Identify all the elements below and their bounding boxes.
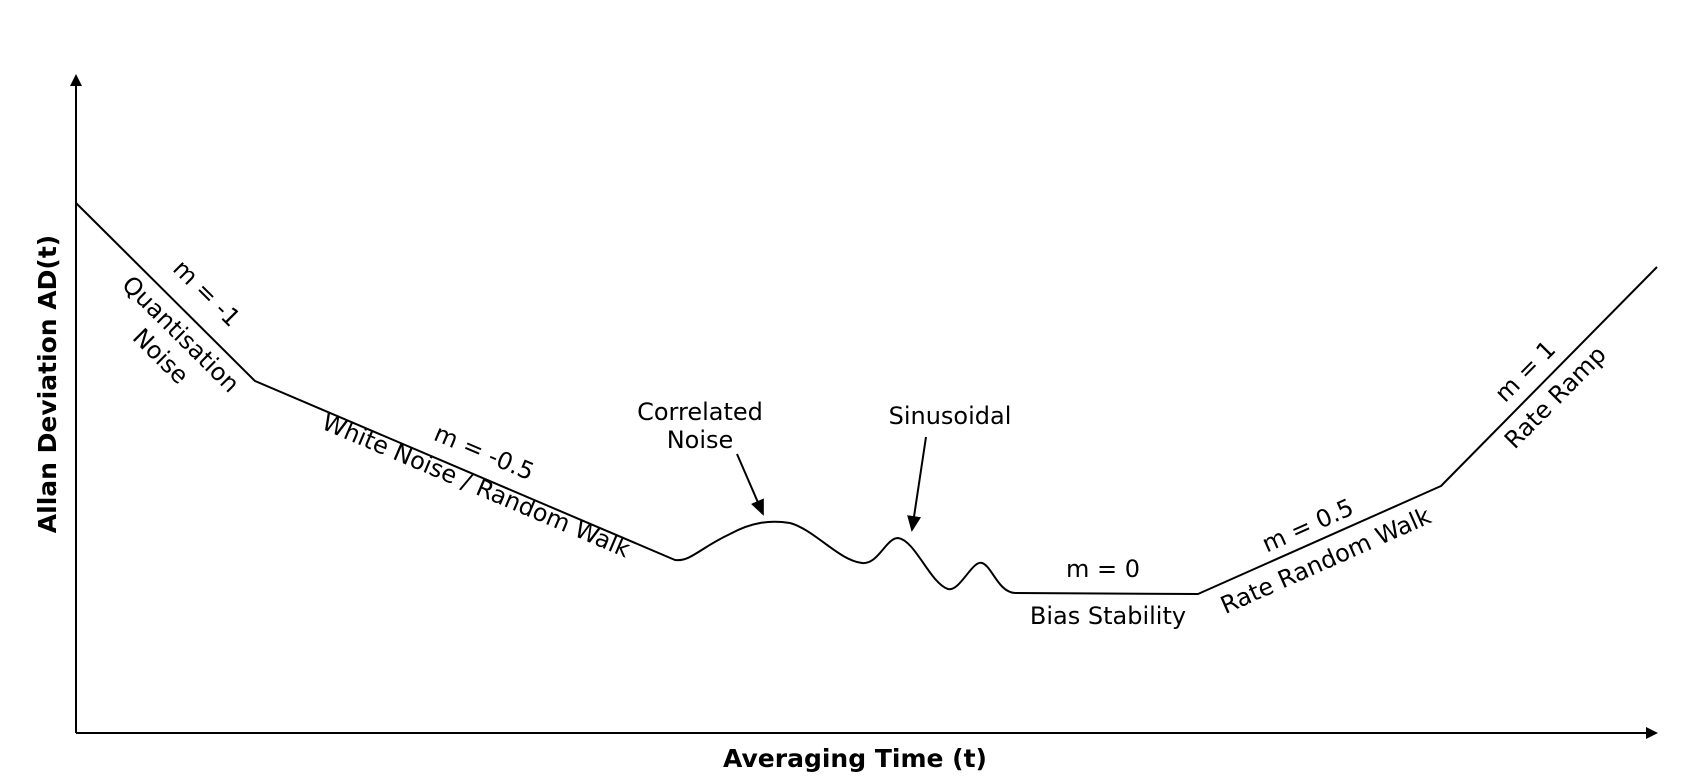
sinusoidal-arrow — [907, 436, 927, 532]
allan-deviation-curve — [75, 202, 1658, 595]
correlated-noise-label-line2: Noise — [667, 426, 734, 454]
bias-slope-label: m = 0 — [1066, 555, 1140, 583]
white-noise-name-label: White Noise / Random Walk — [318, 408, 634, 563]
bias-stability-label: Bias Stability — [1030, 602, 1186, 630]
sinusoidal-label: Sinusoidal — [889, 402, 1012, 430]
y-axis-title: Allan Deviation AD(t) — [33, 235, 62, 533]
correlated-noise-label-line1: Correlated — [637, 398, 763, 426]
x-axis-title: Averaging Time (t) — [723, 744, 987, 773]
correlated-noise-arrow — [736, 453, 764, 516]
